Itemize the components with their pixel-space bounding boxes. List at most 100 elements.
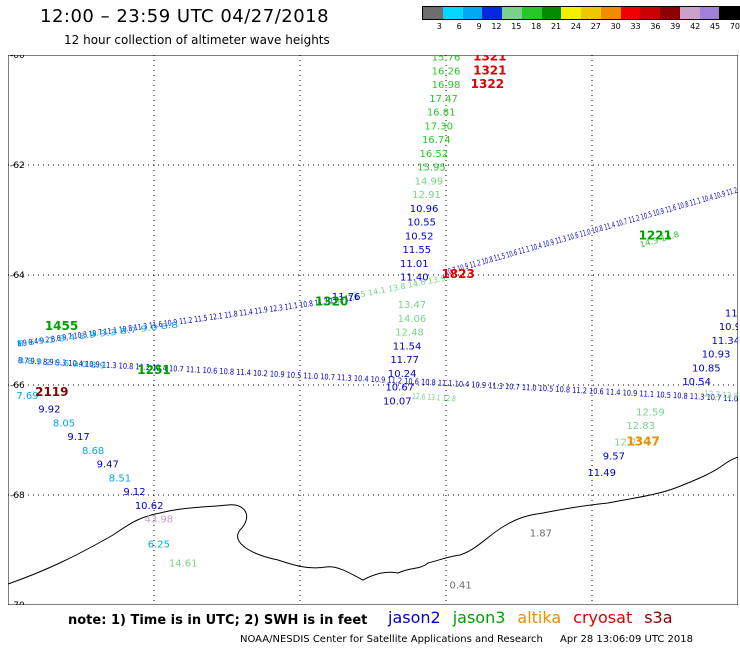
scale-value: 12 (491, 22, 502, 31)
swh-label: 10.54 (682, 377, 711, 388)
scale-value: 30 (610, 22, 621, 31)
swh-label: 17.30 (424, 121, 453, 132)
swh-label: 15.76 (432, 55, 461, 64)
scale-swatch (541, 7, 562, 19)
pass-time-label: 1455 (45, 319, 78, 333)
scale-value: 45 (709, 22, 721, 31)
swh-label: 12.25 (614, 438, 643, 449)
swh-label: 14.99 (415, 176, 444, 187)
swh-label: 10.07 (383, 396, 412, 407)
legend-entry-cryosat: cryosat (573, 608, 633, 627)
legend-entry-jason3: jason3 (452, 608, 506, 627)
swh-label: 11.34 (712, 336, 738, 347)
pass-time-label: 1251 (137, 363, 170, 377)
swh-label: 9.17 (67, 432, 89, 443)
swh-label: 11.55 (402, 245, 431, 256)
scale-value: 6 (456, 22, 462, 31)
color-scale-bar (422, 6, 740, 20)
scale-value: 42 (690, 22, 701, 31)
pass-time-label: 1823 (441, 267, 474, 281)
swh-label: 10.96 (410, 204, 439, 215)
lat-tick-label: -68 (10, 491, 25, 501)
scale-swatch (699, 7, 720, 19)
swh-label: 11.8 (725, 308, 738, 319)
pass-time-label: 1322 (471, 77, 504, 91)
lat-tick-label: -60 (10, 55, 25, 61)
satellite-legend: jason2 jason3 altika cryosat s3a (388, 608, 685, 627)
swh-label: 16.81 (427, 108, 456, 119)
swh-label: 13.47 (398, 300, 427, 311)
swh-label: 43.98 (145, 515, 174, 526)
pass-time-label: 1321 (473, 55, 506, 64)
map-frame (8, 55, 738, 605)
legend-entry-s3a: s3a (644, 608, 673, 627)
scale-swatch (640, 7, 660, 19)
swh-label: 9.12 (123, 487, 145, 498)
pass-time-label: 1320 (315, 294, 348, 308)
scale-value: 21 (550, 22, 562, 31)
map-subtitle: 12 hour collection of altimeter wave hei… (64, 33, 330, 47)
swh-label: 9.47 (97, 460, 119, 471)
track-swh-values: 12.3 12.9 (704, 389, 738, 401)
swh-label: 16.74 (422, 135, 451, 146)
scale-value: 9 (476, 22, 482, 31)
swh-label: 11.40 (400, 273, 429, 284)
pass-time-label: 1221 (639, 228, 672, 242)
scale-swatch (600, 7, 621, 19)
swh-label: 9.92 (38, 405, 60, 416)
scale-swatch (502, 7, 522, 19)
lat-tick-label: -62 (10, 161, 25, 171)
scale-value: 33 (630, 22, 641, 31)
swh-label: 8.05 (53, 418, 75, 429)
swh-label: 10.67 (385, 383, 414, 394)
scale-swatch (561, 7, 581, 19)
swh-label: 11.54 (393, 341, 422, 352)
scale-swatch (521, 7, 542, 19)
swh-label: 10.55 (407, 218, 436, 229)
scale-swatch (482, 7, 502, 19)
scale-value: 27 (590, 22, 601, 31)
pass-time-label: 1321 (473, 63, 506, 77)
swh-label: 0.41 (449, 581, 471, 592)
swh-label: 7.69 (16, 391, 38, 402)
scale-value: 39 (670, 22, 681, 31)
swh-label: 8.68 (82, 446, 104, 457)
scale-value: 18 (531, 22, 542, 31)
swh-label: 11.77 (390, 355, 419, 366)
swh-label: 14.06 (398, 314, 427, 325)
swh-label: 10.93 (702, 350, 731, 361)
swh-label: 12.48 (395, 328, 424, 339)
scale-swatch (679, 7, 700, 19)
scale-value: 15 (511, 22, 522, 31)
scale-swatch (719, 7, 739, 19)
swh-label: 12.83 (626, 421, 655, 432)
legend-entry-altika: altika (517, 608, 562, 627)
swh-label: 12.59 (636, 407, 665, 418)
swh-label: 10.94 (719, 322, 738, 333)
track-swh-values: 12.6 13.1 12.8 (412, 392, 456, 404)
lat-tick-label: -66 (10, 381, 25, 391)
pass-time-label: 1347 (626, 435, 659, 449)
swh-label: 10.85 (692, 363, 721, 374)
scale-value: 24 (570, 22, 581, 31)
map-title: 12:00 – 23:59 UTC 04/27/2018 (40, 6, 330, 27)
swh-label: 10.62 (135, 501, 164, 512)
color-scale-labels: 3 6 9 12 15 18 21 24 27 30 33 36 39 42 45 70 (422, 22, 740, 31)
swh-label: 11.76 (332, 292, 361, 303)
pass-time-label: 2119 (35, 385, 68, 399)
swh-label: 16.26 (432, 66, 461, 77)
swh-label: 11.49 (587, 468, 616, 479)
swh-label: 16.98 (432, 80, 461, 91)
scale-swatch (620, 7, 641, 19)
swh-label: 9.57 (603, 451, 625, 462)
swh-label: 14.61 (169, 559, 198, 570)
antarctic-coastline (8, 456, 738, 585)
graticule (8, 55, 738, 605)
note-text: note: 1) Time is in UTC; 2) SWH is in fe… (68, 613, 368, 628)
scale-value: 70 (729, 22, 740, 31)
swh-label: 12.91 (412, 190, 441, 201)
swh-label: 17.47 (429, 94, 458, 105)
